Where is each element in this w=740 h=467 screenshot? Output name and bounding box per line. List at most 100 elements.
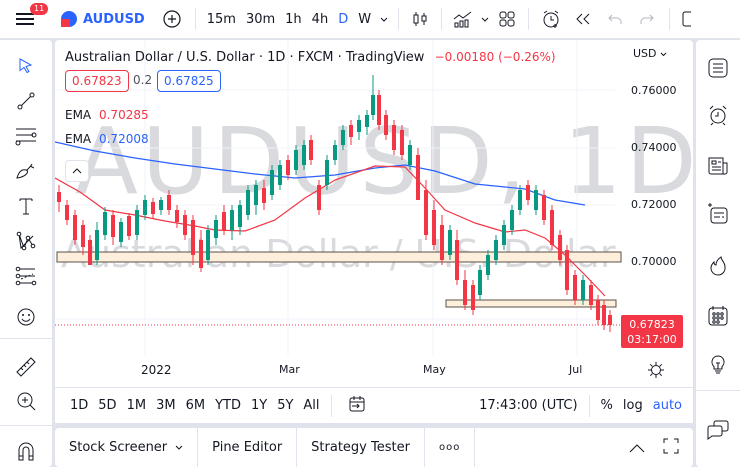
tab-pine-editor[interactable]: Pine Editor [198, 428, 298, 467]
fib-tool[interactable] [13, 123, 39, 149]
currency-selector[interactable]: USD [633, 47, 667, 60]
newspaper-icon [708, 157, 728, 175]
smiley-icon [17, 308, 35, 326]
lightbulb-icon [711, 355, 725, 374]
collapse-legend-button[interactable] [65, 160, 89, 182]
interval-30m[interactable]: 30m [245, 11, 276, 27]
sell-price-button[interactable]: 0.67823 [65, 70, 129, 92]
time-axis[interactable]: 2022 Mar May Jul [55, 355, 693, 385]
brush-icon [16, 163, 35, 179]
range-1m[interactable]: 1M [126, 398, 147, 413]
auto-scale-toggle[interactable]: auto [652, 398, 682, 413]
emoji-tool[interactable] [13, 304, 39, 330]
indicators-dropdown[interactable] [478, 0, 492, 38]
menu-button[interactable]: 11 [0, 0, 50, 38]
cursor-tool[interactable] [13, 53, 39, 79]
maximize-panel-button[interactable] [657, 438, 693, 458]
measure-tool[interactable] [13, 354, 39, 380]
hamburger-icon [16, 13, 34, 25]
range-ytd[interactable]: YTD [215, 398, 241, 413]
chart-pane[interactable]: AUDUSD, 1D Australian Dollar / U.S. Doll… [55, 40, 693, 423]
interval-dropdown[interactable] [376, 0, 392, 38]
interval-d[interactable]: D [338, 11, 349, 27]
time-tick: Jul [569, 363, 583, 376]
layout-button[interactable] [492, 0, 522, 38]
prediction-tool[interactable] [13, 263, 39, 289]
range-5d[interactable]: 5D [98, 398, 117, 413]
interval-w[interactable]: W [358, 11, 372, 27]
range-5y[interactable]: 5Y [277, 398, 294, 413]
range-1y[interactable]: 1Y [250, 398, 268, 413]
magnet-icon [18, 442, 34, 461]
sun-icon [648, 362, 664, 378]
tab-label: Strategy Tester [311, 440, 410, 455]
tab-strategy-tester[interactable]: Strategy Tester [297, 428, 425, 467]
price-chart[interactable] [55, 40, 693, 355]
forecast-icon [15, 266, 37, 286]
interval-1h[interactable]: 1h [285, 11, 302, 27]
ideas-lightbulb-button[interactable] [704, 351, 732, 379]
chart-settings-button[interactable] [647, 361, 665, 383]
percent-scale-toggle[interactable]: % [600, 398, 613, 413]
text-tool[interactable] [13, 193, 39, 219]
expand-panel-button[interactable] [617, 438, 657, 457]
magnet-tool[interactable] [13, 438, 39, 464]
ideas-stream-button[interactable] [704, 200, 732, 228]
trendline-tool[interactable] [13, 88, 39, 114]
news-button[interactable] [704, 152, 732, 180]
grid-icon [499, 11, 515, 27]
brush-tool[interactable] [13, 158, 39, 184]
hotlists-button[interactable] [704, 252, 732, 280]
compare-button[interactable] [155, 0, 189, 38]
replay-button[interactable] [567, 0, 599, 38]
more-tabs-button[interactable]: ooo [425, 428, 476, 467]
goto-date-button[interactable] [338, 395, 376, 417]
last-price-label: 0.67823 03:17:00 [621, 315, 683, 348]
chevron-down-icon [380, 17, 388, 22]
alerts-button[interactable] [704, 101, 732, 129]
symbol-description: Australian Dollar / U.S. Dollar · 1D · F… [65, 50, 425, 65]
calendar-icon [708, 306, 728, 326]
interval-15m[interactable]: 15m [206, 11, 236, 27]
divider [669, 8, 671, 30]
chart-type-button[interactable] [405, 0, 435, 38]
calendar-goto-icon [349, 395, 365, 411]
indicators-button[interactable] [448, 0, 478, 38]
zoom-tool[interactable] [13, 388, 39, 414]
calendar-button[interactable] [704, 302, 732, 330]
layout-select-button[interactable] [676, 0, 696, 38]
time-tick: 2022 [141, 363, 172, 377]
fire-icon [710, 256, 726, 276]
watchlist-button[interactable] [704, 54, 732, 82]
ema-fast-legend[interactable]: EMA 0.70285 [65, 108, 149, 122]
pattern-tool[interactable] [13, 228, 39, 254]
redo-button[interactable] [631, 0, 663, 38]
range-3m[interactable]: 3M [156, 398, 176, 413]
interval-4h[interactable]: 4h [311, 11, 329, 27]
buy-price-button[interactable]: 0.67825 [157, 70, 221, 92]
symbol-search-button[interactable]: AUDUSD [50, 0, 155, 38]
time-tick: May [423, 363, 446, 376]
divider [588, 394, 590, 417]
range-all[interactable]: All [303, 398, 320, 413]
candles-icon [413, 12, 427, 26]
chevron-up-icon [72, 168, 82, 174]
ema-label: EMA [65, 108, 92, 122]
log-scale-toggle[interactable]: log [622, 398, 643, 413]
divider [0, 425, 52, 426]
indicators-icon [453, 11, 472, 28]
divider [0, 338, 52, 339]
undo-button[interactable] [599, 0, 631, 38]
clock-timezone[interactable]: 17:43:00 (UTC) [479, 398, 578, 413]
chevron-up-icon [629, 444, 645, 453]
text-icon [19, 198, 33, 215]
alert-button[interactable] [535, 0, 567, 38]
ema-slow-legend[interactable]: EMA 0.72008 [65, 132, 149, 146]
divider [528, 8, 530, 30]
range-1d[interactable]: 1D [70, 398, 89, 413]
tab-stock-screener[interactable]: Stock Screener [55, 428, 199, 467]
range-6m[interactable]: 6M [185, 398, 206, 413]
price-tick: 0.70000 [631, 255, 677, 268]
currency-label: USD [633, 47, 657, 60]
chats-button[interactable] [704, 416, 732, 444]
